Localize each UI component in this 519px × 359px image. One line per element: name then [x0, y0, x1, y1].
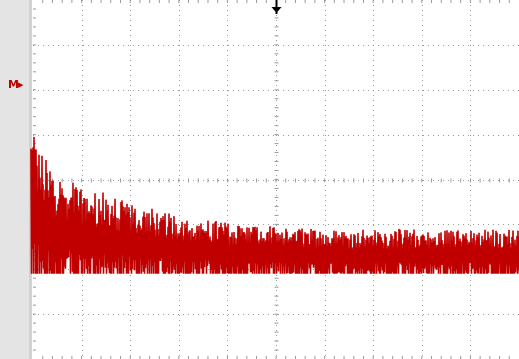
- marker-arrow: ▸: [17, 78, 23, 91]
- trigger-position-arrow-icon[interactable]: [271, 0, 282, 14]
- left-side-panel: [0, 0, 29, 359]
- trigger-arrow-head: [271, 7, 282, 13]
- waveform-trace: [30, 136, 519, 274]
- graticule: [33, 0, 519, 359]
- channel-marker-label: M: [8, 78, 19, 91]
- math-channel-arrow-icon[interactable]: M▸: [8, 78, 23, 91]
- trace-path: [30, 136, 519, 274]
